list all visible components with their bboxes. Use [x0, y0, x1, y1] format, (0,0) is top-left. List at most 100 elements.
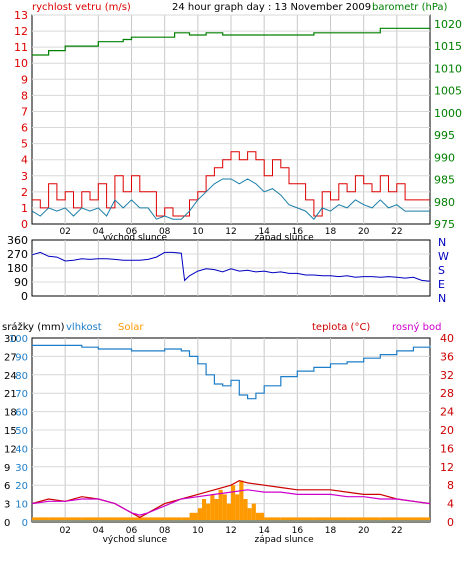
solar-bar: [396, 517, 414, 522]
solar-bar: [114, 517, 132, 522]
dewpoint-legend-label: rosný bod: [392, 321, 441, 333]
solar-bar: [363, 517, 381, 522]
temperature-tick-label: 28: [440, 387, 454, 400]
rain-tick-label: 12: [4, 444, 17, 455]
top-hour-tick-label: 10: [192, 227, 204, 237]
rain-tick-label: 6: [4, 481, 10, 492]
temperature-tick-label: 16: [440, 442, 454, 455]
top-hour-tick-label: 04: [93, 227, 105, 237]
pressure-tick-label: 980: [434, 196, 455, 209]
rain-tick-label: 21: [4, 389, 17, 400]
bottom-hour-tick-label: 12: [225, 526, 236, 536]
humidity-tick-label: 40: [15, 444, 28, 455]
solar-bar: [247, 508, 252, 522]
solar-bar: [197, 508, 202, 522]
humidity-tick-label: 70: [15, 389, 28, 400]
solar-bar: [148, 517, 165, 522]
temperature-tick-label: 0: [447, 516, 454, 529]
solar-bar: [214, 499, 219, 522]
solar-bar: [48, 517, 66, 522]
top-hour-tick-label: 06: [126, 227, 138, 237]
top-left-axis-label: rychlost vetru (m/s): [32, 2, 131, 13]
top-hour-tick-label: 18: [325, 227, 337, 237]
wind-speed-tick-label: 13: [14, 9, 28, 22]
wind-speed-tick-label: 11: [14, 41, 28, 54]
bottom-hour-tick-label: 18: [325, 526, 337, 536]
direction-degree-tick-label: 360: [7, 234, 28, 247]
top-right-axis-label: barometr (hPa): [372, 2, 448, 13]
top-hour-tick-label: 08: [159, 227, 171, 237]
wind-speed-tick-label: 10: [14, 57, 28, 70]
wind-speed-tick-label: 1: [21, 202, 28, 215]
humidity-tick-label: 80: [15, 371, 28, 382]
solar-bar: [280, 517, 298, 522]
bottom-hour-tick-label: 16: [292, 526, 304, 536]
temperature-tick-label: 36: [440, 350, 454, 363]
solar-bar: [201, 499, 207, 522]
solar-bar: [243, 499, 248, 522]
bottom-hour-tick-label: 04: [93, 526, 105, 536]
solar-legend-label: Solar: [118, 322, 144, 333]
solar-bar: [251, 503, 256, 522]
solar-bar: [347, 517, 364, 522]
rain-tick-label: 30: [4, 334, 17, 345]
rain-tick-label: 15: [4, 426, 17, 437]
wind-pressure-panel: 0123456789101112139759809859909951000100…: [14, 9, 462, 243]
wind-speed-line: [32, 151, 430, 217]
humidity-tick-label: 0: [22, 518, 28, 529]
top-hour-tick-label: 12: [225, 227, 236, 237]
pressure-line: [32, 27, 430, 56]
humidity-legend-label: vlhkost: [66, 322, 102, 333]
rain-axis-label: srážky (mm): [2, 321, 65, 333]
temperature-tick-label: 12: [440, 461, 454, 474]
direction-compass-tick-label: N: [438, 236, 446, 249]
humidity-tick-label: 30: [15, 463, 28, 474]
direction-compass-tick-label: E: [438, 278, 445, 291]
rain-tick-label: 27: [4, 352, 17, 363]
direction-compass-tick-label: W: [438, 250, 449, 263]
solar-bar: [218, 489, 223, 522]
solar-bar: [255, 512, 265, 522]
solar-bar: [210, 494, 215, 522]
temperature-tick-label: 8: [447, 479, 454, 492]
bottom-hour-tick-label: 02: [59, 526, 70, 536]
solar-bar: [32, 517, 49, 522]
temperature-axis-label: teplota (°C): [312, 322, 370, 333]
wind-speed-tick-label: 7: [21, 105, 28, 118]
direction-degree-tick-label: 90: [14, 276, 28, 289]
wind-speed-tick-label: 12: [14, 25, 28, 38]
wind-average-line: [31, 178, 430, 220]
top-hour-tick-label: 14: [258, 227, 270, 237]
humidity-tick-label: 10: [15, 500, 28, 511]
solar-bar: [231, 485, 236, 522]
pressure-tick-label: 975: [434, 218, 455, 231]
solar-bar: [226, 503, 231, 522]
humidity-tick-label: 20: [15, 481, 28, 492]
rain-tick-label: 3: [4, 500, 10, 511]
bottom-hour-tick-label: 20: [358, 526, 370, 536]
pressure-tick-label: 985: [434, 174, 455, 187]
humidity-tick-label: 60: [15, 408, 28, 419]
bottom-hour-tick-label: 06: [126, 526, 138, 536]
solar-bar: [98, 517, 115, 522]
temperature-tick-label: 4: [447, 498, 454, 511]
pressure-tick-label: 1010: [434, 62, 462, 75]
bottom-sunset-label: západ slunce: [255, 535, 315, 545]
direction-degree-tick-label: 180: [7, 262, 28, 275]
temperature-tick-label: 32: [440, 369, 454, 382]
pressure-tick-label: 1020: [434, 18, 462, 31]
sunrise-label: východ slunce: [103, 233, 168, 243]
temperature-tick-label: 20: [440, 424, 454, 437]
pressure-tick-label: 995: [434, 129, 455, 142]
rain-tick-label: 9: [4, 463, 10, 474]
wind-speed-tick-label: 0: [21, 218, 28, 231]
solar-bar: [239, 480, 244, 522]
humidity-tick-label: 90: [15, 352, 28, 363]
solar-bar: [81, 517, 99, 522]
top-hour-tick-label: 02: [59, 227, 70, 237]
direction-compass-tick-label: N: [438, 292, 446, 305]
wind-speed-tick-label: 9: [21, 73, 28, 86]
solar-bar: [164, 517, 182, 522]
direction-degree-tick-label: 0: [21, 290, 28, 303]
pressure-tick-label: 1005: [434, 85, 462, 98]
